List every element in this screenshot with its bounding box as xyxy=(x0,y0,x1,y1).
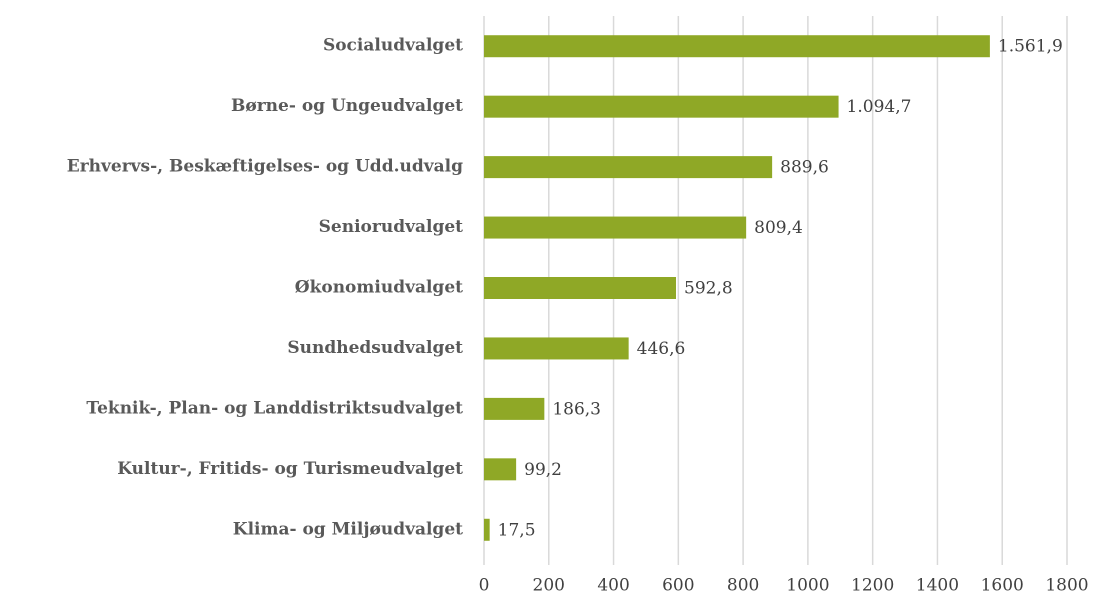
category-label: Socialudvalget xyxy=(323,36,463,56)
x-tick-label: 1800 xyxy=(1045,576,1088,596)
x-tick-label: 1600 xyxy=(981,576,1024,596)
bar xyxy=(484,95,839,118)
category-label: Sundhedsudvalget xyxy=(287,338,463,358)
x-tick-label: 0 xyxy=(479,576,490,596)
bar xyxy=(484,397,545,420)
bar xyxy=(484,518,490,541)
bar xyxy=(484,35,990,58)
value-label: 889,6 xyxy=(780,158,829,178)
bar xyxy=(484,458,517,481)
x-tick-label: 1000 xyxy=(786,576,829,596)
value-label: 186,3 xyxy=(552,399,601,419)
x-tick-label: 1400 xyxy=(916,576,959,596)
bar xyxy=(484,277,677,299)
value-label: 592,8 xyxy=(684,279,733,299)
x-tick-label: 400 xyxy=(597,576,629,596)
value-label: 809,4 xyxy=(754,218,803,238)
category-label: Økonomiudvalget xyxy=(295,278,463,298)
bar xyxy=(484,337,629,360)
x-tick-label: 800 xyxy=(727,576,759,596)
bar xyxy=(484,216,747,239)
bar xyxy=(484,156,773,179)
value-label: 1.094,7 xyxy=(847,97,912,117)
x-tick-label: 1200 xyxy=(851,576,894,596)
category-label: Teknik-, Plan- og Landdistriktsudvalget xyxy=(86,398,463,418)
category-label: Kultur-, Fritids- og Turismeudvalget xyxy=(117,459,463,479)
category-label: Klima- og Miljøudvalget xyxy=(233,519,463,539)
value-label: 99,2 xyxy=(524,460,562,480)
value-label: 17,5 xyxy=(498,520,536,540)
category-label: Børne- og Ungeudvalget xyxy=(231,96,463,116)
category-label: Erhvervs-, Beskæftigelses- og Udd.udvalg xyxy=(67,157,463,177)
x-tick-label: 600 xyxy=(662,576,694,596)
value-label: 1.561,9 xyxy=(998,37,1063,57)
category-label: Seniorudvalget xyxy=(319,217,464,237)
value-label: 446,6 xyxy=(637,339,686,359)
x-tick-label: 200 xyxy=(533,576,565,596)
